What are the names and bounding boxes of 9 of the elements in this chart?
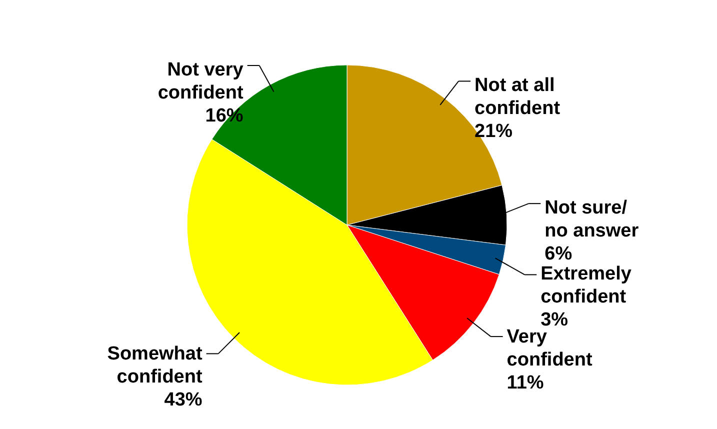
slice-label: Extremely confident [540, 264, 632, 308]
data-label: 11% [506, 372, 544, 394]
slice-label: Not at all confident [474, 75, 561, 120]
legend-label: Not sure/ no answer [544, 198, 640, 242]
slice-label: Not very confident [158, 60, 244, 104]
data-label: 21% [474, 121, 513, 142]
slice-label: Somewhat confident [107, 344, 203, 388]
data-label: 6% [544, 244, 572, 265]
data-label: 43% [164, 390, 202, 411]
